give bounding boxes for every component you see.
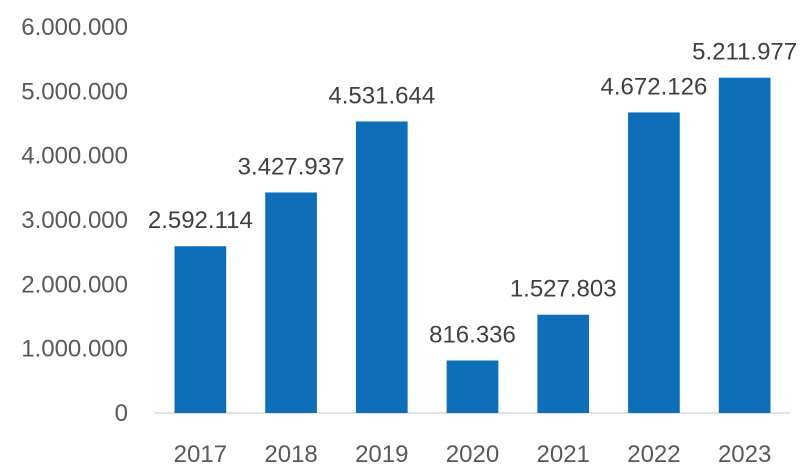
bars xyxy=(174,77,771,414)
y-tick-label: 0 xyxy=(115,400,128,427)
bar xyxy=(174,246,227,413)
bar xyxy=(537,314,590,413)
y-tick-label: 6.000.000 xyxy=(21,14,128,41)
x-tick-label: 2018 xyxy=(264,441,317,468)
bar xyxy=(446,360,499,413)
y-axis-labels: 0 1.000.000 2.000.000 3.000.000 4.000.000 5.0… xyxy=(21,14,128,427)
x-tick-label: 2023 xyxy=(718,441,771,468)
y-tick-label: 3.000.000 xyxy=(21,207,128,234)
bar xyxy=(628,112,680,413)
data-label: 816.336 xyxy=(429,321,516,348)
y-tick-label: 1.000.000 xyxy=(21,336,128,363)
data-label: 4.531.644 xyxy=(328,82,435,109)
x-tick-label: 2022 xyxy=(627,441,680,468)
x-tick-label: 2017 xyxy=(174,441,227,468)
x-tick-label: 2020 xyxy=(446,441,499,468)
y-tick-label: 5.000.000 xyxy=(21,78,128,105)
bar xyxy=(355,121,408,413)
bar xyxy=(265,192,317,413)
data-label: 3.427.937 xyxy=(238,153,345,180)
x-tick-label: 2019 xyxy=(355,441,408,468)
data-label: 2.592.114 xyxy=(148,207,253,234)
data-labels: 2.592.114 3.427.937 4.531.644 816.336 1.527.… xyxy=(148,39,797,349)
data-label: 4.672.126 xyxy=(601,73,708,100)
data-label: 5.211.977 xyxy=(692,39,797,66)
x-axis-labels: 2017 2018 2019 2020 2021 2022 2023 xyxy=(174,441,772,468)
x-tick-label: 2021 xyxy=(537,441,590,468)
y-tick-label: 2.000.000 xyxy=(21,271,128,298)
data-label: 1.527.803 xyxy=(510,276,617,303)
bar xyxy=(718,77,771,414)
y-tick-label: 4.000.000 xyxy=(21,143,128,170)
